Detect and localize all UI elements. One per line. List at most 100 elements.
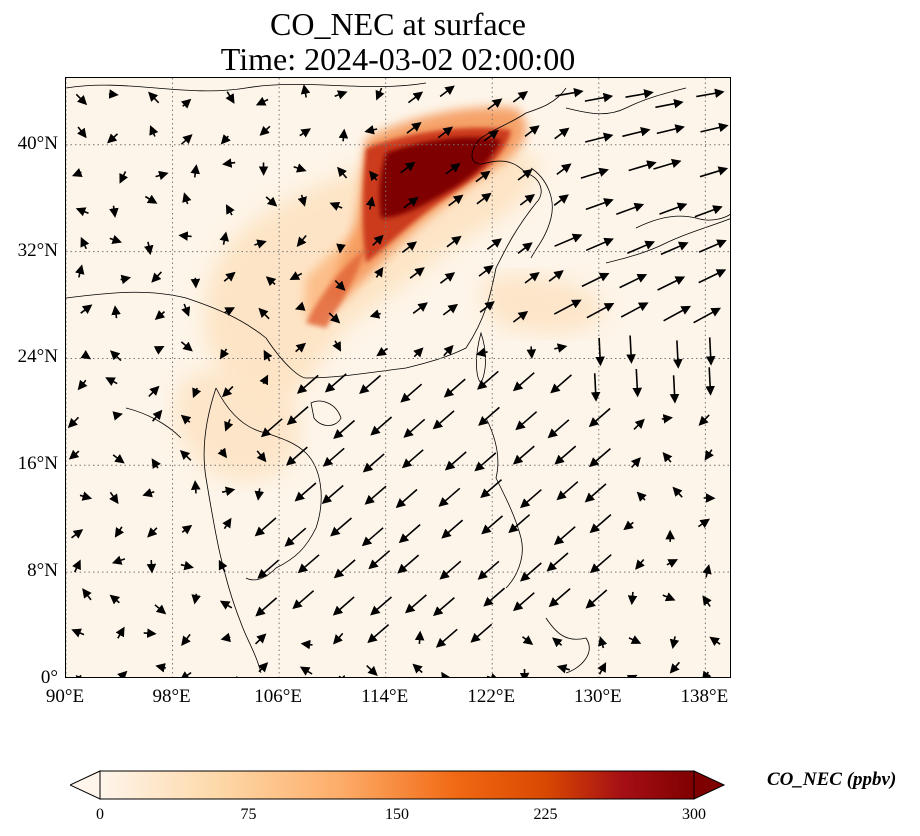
wind-arrow [321, 484, 344, 504]
wind-arrow [257, 559, 280, 579]
wind-arrow [105, 377, 118, 386]
wind-arrow [401, 449, 424, 469]
wind-arrow [254, 517, 277, 537]
wind-arrow [441, 519, 464, 539]
wind-arrow [625, 89, 654, 99]
wind-arrow [219, 348, 230, 360]
wind-arrow [289, 271, 303, 281]
wind-arrow [588, 407, 611, 428]
wind-arrow [630, 457, 641, 468]
wind-arrow [178, 231, 192, 241]
wind-arrow [149, 125, 159, 137]
wind-arrow [80, 304, 93, 314]
wind-arrow [286, 405, 309, 426]
longitude-tick-label: 98°E [152, 686, 191, 707]
wind-arrow [659, 202, 688, 215]
colorbar-bar [68, 770, 726, 800]
wind-arrow [448, 194, 464, 207]
wind-arrow [704, 449, 714, 461]
wind-arrow [443, 344, 454, 357]
wind-arrow [151, 409, 163, 422]
wind-arrow [597, 662, 607, 675]
co-concentration-field [174, 107, 606, 481]
wind-arrow [403, 196, 419, 209]
wind-arrow [181, 303, 191, 317]
wind-arrow [548, 587, 571, 608]
wind-arrow [548, 270, 564, 282]
wind-arrow [180, 98, 192, 109]
wind-arrow [553, 194, 569, 206]
map-panel [65, 77, 731, 678]
longitude-tick-label: 138°E [680, 686, 729, 707]
wind-arrow [334, 90, 348, 100]
wind-arrow [153, 345, 165, 355]
wind-arrow [154, 310, 166, 320]
wind-arrow [80, 236, 90, 250]
wind-arrow [522, 635, 534, 645]
wind-arrow [77, 379, 88, 391]
wind-arrow [554, 445, 577, 465]
wind-arrow [330, 517, 353, 537]
wind-arrow [409, 267, 425, 279]
wind-arrow [401, 241, 418, 254]
wind-arrow [221, 486, 236, 497]
wind-arrow [585, 198, 614, 211]
wind-arrow [589, 554, 612, 574]
wind-arrow [553, 299, 582, 315]
wind-arrow [256, 450, 267, 463]
wind-arrow [705, 367, 715, 396]
wind-arrow [657, 276, 686, 291]
wind-arrow [483, 129, 499, 142]
wind-arrow [698, 269, 727, 284]
wind-arrow [595, 337, 605, 367]
wind-arrow [487, 98, 503, 111]
wind-arrow [585, 132, 614, 143]
wind-arrow [696, 88, 725, 98]
wind-arrow [585, 589, 608, 609]
wind-arrow [182, 192, 192, 205]
wind-arrow [437, 126, 454, 139]
wind-arrow [332, 340, 342, 352]
wind-arrow [143, 628, 157, 638]
wind-arrow [294, 301, 306, 311]
wind-arrow [117, 670, 128, 677]
wind-arrow [526, 346, 537, 359]
wind-arrow [366, 665, 378, 676]
wind-arrow [598, 636, 608, 649]
wind-arrow [666, 559, 679, 568]
wind-arrow [519, 193, 536, 206]
wind-arrow [556, 664, 571, 674]
wind-arrow [75, 264, 85, 278]
wind-arrow [265, 196, 278, 207]
wind-arrow [589, 513, 612, 534]
wind-arrow [662, 592, 676, 602]
latitude-tick-label: 32°N [17, 239, 58, 261]
wind-arrow [333, 419, 356, 439]
wind-arrow [478, 406, 500, 426]
wind-arrow [180, 341, 193, 352]
wind-arrow [181, 524, 193, 535]
wind-arrow [109, 205, 119, 218]
wind-arrow [71, 529, 84, 539]
wind-arrow [258, 662, 269, 673]
wind-arrow [370, 596, 393, 616]
wind-arrow [413, 347, 424, 358]
wind-arrow [322, 447, 345, 467]
wind-arrow [285, 446, 308, 466]
wind-arrow [470, 623, 493, 643]
wind-arrow [333, 559, 356, 579]
wind-arrow [67, 416, 80, 429]
wind-arrow [478, 265, 494, 277]
wind-arrow [79, 491, 93, 501]
wind-arrow [590, 373, 601, 402]
wind-arrow [483, 587, 506, 607]
latitude-tick-label: 0° [40, 667, 58, 688]
wind-arrow [369, 309, 381, 319]
wind-arrow [68, 449, 80, 460]
wind-arrow [550, 374, 573, 394]
wind-arrow [580, 167, 609, 179]
wind-arrow [672, 486, 683, 498]
wind-arrow [403, 418, 426, 438]
wind-arrow [294, 482, 317, 502]
wind-arrow [260, 418, 283, 438]
